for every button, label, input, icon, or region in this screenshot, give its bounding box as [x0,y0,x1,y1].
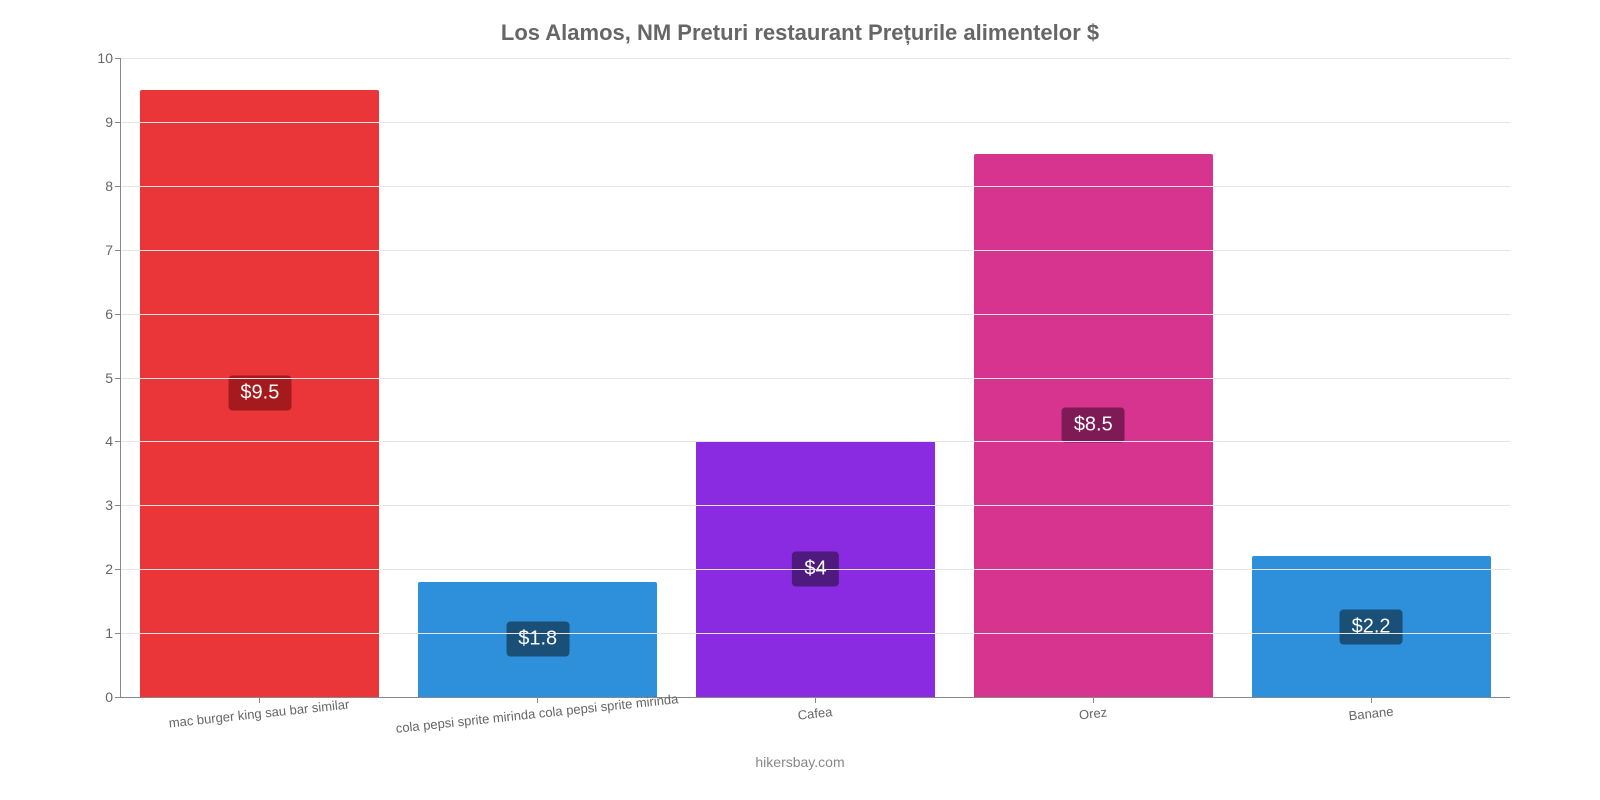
y-tick-label: 6 [81,306,113,322]
gridline [121,250,1510,251]
gridline [121,505,1510,506]
bar-value-label: $2.2 [1340,609,1403,644]
bar: $2.2 [1252,556,1491,697]
x-label-slot: cola pepsi sprite mirinda cola pepsi spr… [398,698,676,748]
y-tick-label: 5 [81,370,113,386]
bar: $1.8 [418,582,657,697]
y-tick-mark [115,314,121,315]
y-tick-mark [115,569,121,570]
x-axis-label: Orez [1078,705,1108,723]
y-tick-label: 9 [81,114,113,130]
x-label-slot: mac burger king sau bar similar [120,698,398,748]
footer-attribution: hikersbay.com [60,754,1540,770]
y-tick-mark [115,633,121,634]
y-tick-label: 3 [81,497,113,513]
bar-value-label: $9.5 [228,376,291,411]
x-axis-labels: mac burger king sau bar similarcola peps… [120,698,1510,748]
chart-container: Los Alamos, NM Preturi restaurant Prețur… [60,20,1540,770]
x-tick-mark [1371,697,1372,703]
chart-title: Los Alamos, NM Preturi restaurant Prețur… [60,20,1540,46]
y-tick-mark [115,122,121,123]
y-tick-mark [115,378,121,379]
x-tick-mark [259,697,260,703]
bar-value-label: $1.8 [506,622,569,657]
x-tick-mark [815,697,816,703]
y-tick-label: 0 [81,689,113,705]
y-tick-label: 2 [81,561,113,577]
bar: $8.5 [974,154,1213,697]
gridline [121,122,1510,123]
y-tick-mark [115,250,121,251]
gridline [121,378,1510,379]
y-tick-mark [115,58,121,59]
y-tick-label: 10 [81,50,113,66]
gridline [121,441,1510,442]
y-tick-mark [115,505,121,506]
x-label-slot: Cafea [676,698,954,748]
x-tick-mark [1093,697,1094,703]
x-label-slot: Banane [1232,698,1510,748]
y-tick-label: 4 [81,433,113,449]
x-label-slot: Orez [954,698,1232,748]
y-tick-mark [115,186,121,187]
gridline [121,314,1510,315]
gridline [121,569,1510,570]
y-tick-label: 8 [81,178,113,194]
y-tick-mark [115,441,121,442]
y-tick-label: 7 [81,242,113,258]
gridline [121,58,1510,59]
bar-value-label: $8.5 [1062,408,1125,443]
x-axis-label: Banane [1348,704,1394,724]
plot-area: $9.5$1.8$4$8.5$2.2 012345678910 [120,58,1510,698]
gridline [121,186,1510,187]
x-axis-label: Cafea [797,704,833,723]
gridline [121,633,1510,634]
bar: $9.5 [140,90,379,697]
x-tick-mark [537,697,538,703]
y-tick-label: 1 [81,625,113,641]
